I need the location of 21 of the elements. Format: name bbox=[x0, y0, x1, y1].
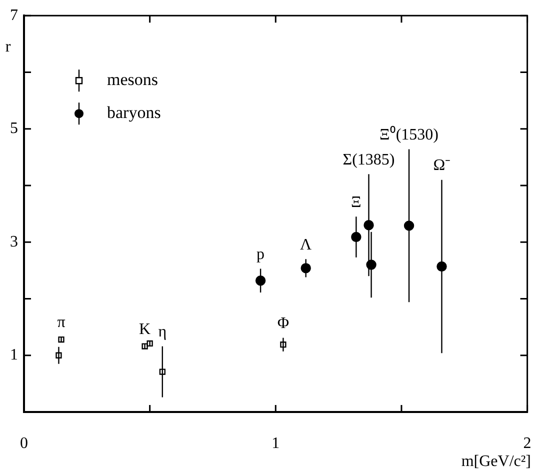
y-axis-title: r bbox=[5, 38, 12, 56]
y-tick-label: 7 bbox=[10, 6, 18, 24]
annotation: Ω⁻ bbox=[433, 157, 450, 174]
annotation: Λ bbox=[300, 236, 312, 254]
x-axis-title: m[GeV/c²] bbox=[461, 453, 531, 470]
legend-label: baryons bbox=[107, 103, 161, 122]
y-tick-label: 1 bbox=[10, 346, 18, 364]
annotation: Σ(1385) bbox=[342, 151, 395, 168]
x-tick-label: 2 bbox=[523, 435, 532, 452]
annotation: Φ bbox=[277, 315, 290, 332]
x-tick-label: 1 bbox=[272, 435, 280, 452]
annotation: K bbox=[139, 321, 152, 338]
annotation: Ξ⁰(1530) bbox=[380, 125, 438, 144]
annotation: p bbox=[256, 246, 265, 263]
legend-label: mesons bbox=[107, 70, 158, 90]
annotation: Ξ bbox=[351, 194, 362, 211]
y-tick-label: 3 bbox=[10, 233, 18, 250]
annotation: π bbox=[57, 314, 66, 331]
annotation: η bbox=[158, 324, 167, 341]
y-tick-label: 5 bbox=[10, 120, 18, 138]
x-tick-label: 0 bbox=[20, 435, 28, 452]
